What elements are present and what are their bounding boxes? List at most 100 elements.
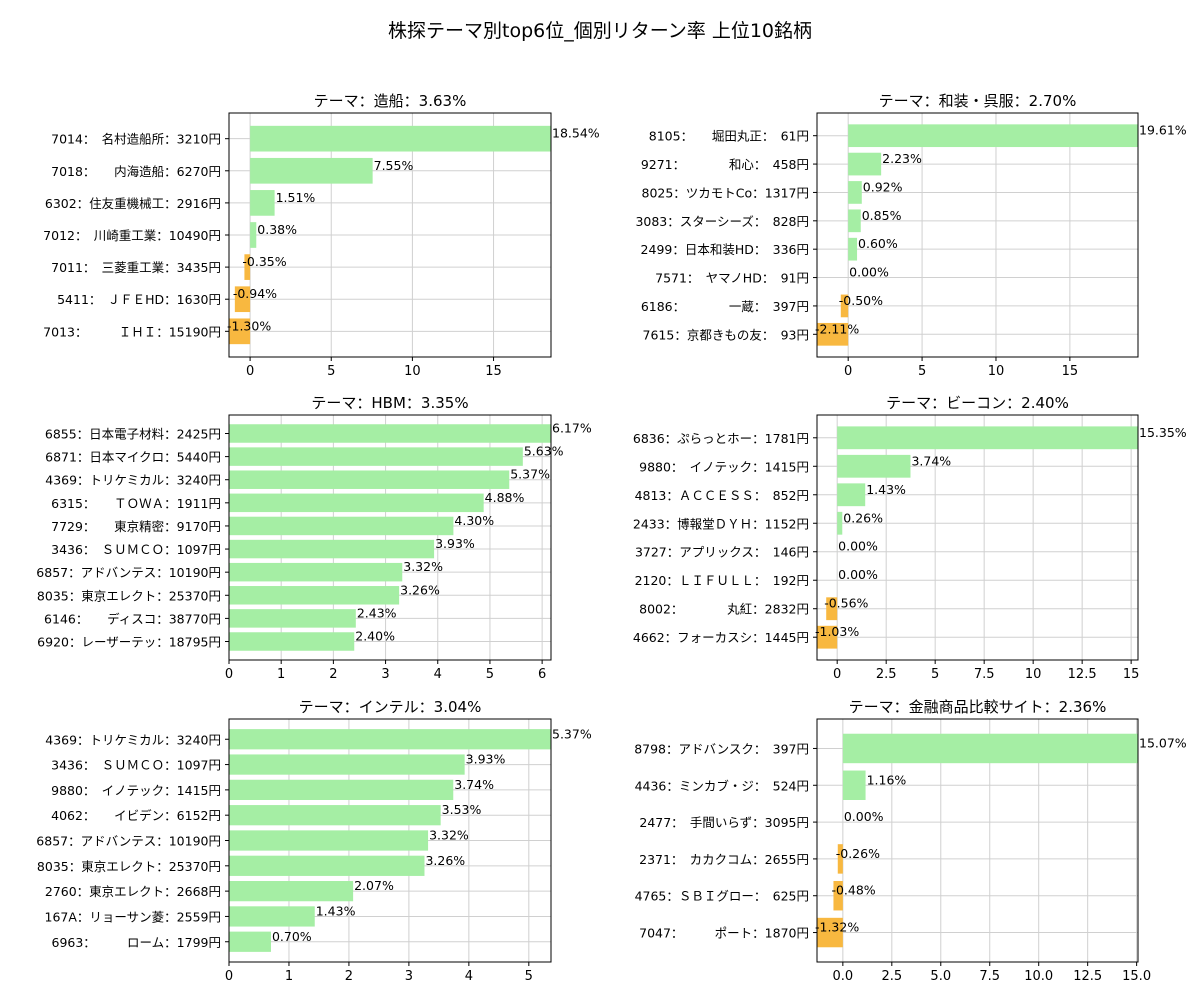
- bar: [229, 830, 429, 851]
- value-label: 4.30%: [454, 513, 494, 528]
- category-label: 8798：アドバンスク： 397円: [634, 741, 809, 756]
- bar: [848, 181, 862, 204]
- category-label: 2477： 手間いらず：3095円: [639, 815, 809, 830]
- bar: [837, 844, 843, 874]
- x-tick-label: 3: [405, 969, 413, 984]
- value-label: 3.74%: [911, 453, 951, 468]
- value-label: 0.00%: [838, 539, 878, 554]
- bar: [229, 424, 551, 443]
- chart-panel-2: テーマ：和装・呉服：2.70% 0 5 10 15 19.61% 8105： 堀田丸正： 6…: [635, 92, 1186, 379]
- value-label: 18.54%: [552, 126, 600, 141]
- x-tick-label: 10.0: [1024, 969, 1053, 984]
- category-label: 3436： ＳＵＭＣＯ：1097円: [51, 758, 221, 773]
- bar: [837, 454, 911, 478]
- chart-title: テーマ：ビーコン：2.40%: [886, 394, 1069, 412]
- category-label: 6315： ＴＯＷＡ：1911円: [51, 496, 221, 511]
- category-label: 7011： 三菱重工業：3435円: [51, 260, 221, 275]
- value-label: 0.00%: [844, 809, 884, 824]
- value-label: 3.32%: [403, 559, 443, 574]
- category-label: 7014： 名村造船所：3210円: [51, 132, 221, 147]
- value-label: 3.93%: [466, 752, 506, 767]
- value-label: 5.37%: [510, 467, 550, 482]
- x-tick-label: 0.0: [833, 969, 854, 984]
- category-label: 6186： 一蔵： 397円: [641, 299, 809, 314]
- value-label: 2.07%: [354, 878, 394, 893]
- x-tick-label: 15: [1123, 667, 1140, 682]
- chart-title: テーマ：造船：3.63%: [314, 92, 467, 110]
- value-label: 3.32%: [429, 828, 469, 843]
- category-label: 6857：アドバンテス：10190円: [36, 834, 221, 849]
- value-label: 0.70%: [272, 929, 312, 944]
- value-label: -1.32%: [815, 920, 859, 935]
- bar: [229, 609, 356, 628]
- category-label: 6871：日本マイクロ：5440円: [45, 450, 221, 465]
- bar: [848, 124, 1138, 148]
- plot-frame: [228, 414, 552, 661]
- chart-panel-1: テーマ：造船：3.63% 0 5 10 15 18.54% 7014： 名村造船所：3210…: [43, 92, 600, 379]
- category-label: 6855：日本電子材料：2425円: [45, 426, 221, 441]
- value-label: 3.93%: [435, 536, 475, 551]
- x-tick-label: 5: [486, 667, 494, 682]
- value-label: -0.48%: [831, 883, 875, 898]
- value-label: 0.85%: [862, 208, 902, 223]
- bar: [234, 286, 251, 313]
- value-label: 3.53%: [442, 802, 482, 817]
- bar: [229, 855, 425, 876]
- category-label: 4662：フォーカスシ：1445円: [633, 630, 809, 645]
- bar: [229, 516, 454, 536]
- category-label: 9880： イノテック：1415円: [51, 783, 221, 798]
- category-label: 4369：トリケミカル：3240円: [45, 732, 221, 747]
- category-label: 2371： カカクコム：2655円: [639, 852, 809, 867]
- x-tick-label: 7.5: [979, 969, 1000, 984]
- x-tick-label: 10: [988, 364, 1005, 379]
- value-label: 0.38%: [257, 222, 297, 237]
- bar: [842, 733, 1138, 764]
- value-label: 15.35%: [1139, 425, 1187, 440]
- category-label: 8002： 丸紅：2832円: [639, 602, 809, 617]
- bar: [837, 511, 843, 535]
- category-label: 7013： ＩＨＩ：15190円: [43, 324, 221, 339]
- bar: [840, 294, 849, 318]
- x-tick-label: 3: [381, 667, 389, 682]
- value-label: 4.88%: [485, 490, 525, 505]
- value-label: -1.30%: [227, 318, 271, 333]
- chart-title: テーマ：HBM：3.35%: [311, 394, 468, 412]
- value-label: 3.74%: [454, 777, 494, 792]
- bar: [229, 881, 354, 902]
- bar: [229, 906, 315, 927]
- category-label: 3436： ＳＵＭＣＯ：1097円: [51, 542, 221, 557]
- category-label: 7018： 内海造船：6270円: [51, 164, 221, 179]
- category-label: 2499：日本和装HD： 336円: [641, 242, 809, 257]
- value-label: -0.26%: [836, 846, 880, 861]
- bar: [244, 254, 251, 280]
- bar: [229, 493, 484, 513]
- value-label: 6.17%: [552, 420, 592, 435]
- category-label: 6963： ローム：1799円: [52, 935, 222, 950]
- x-tick-label: 5.0: [930, 969, 951, 984]
- x-tick-label: 0: [225, 667, 233, 682]
- x-tick-label: 0: [225, 969, 233, 984]
- bar: [817, 917, 843, 948]
- plot-frame: [816, 414, 1139, 661]
- value-label: -1.03%: [815, 624, 859, 639]
- x-tick-label: 4: [434, 667, 442, 682]
- value-label: -0.50%: [839, 293, 883, 308]
- x-tick-label: 6: [538, 667, 546, 682]
- bar: [229, 470, 510, 489]
- value-label: 0.00%: [838, 567, 878, 582]
- figure-title: 株探テーマ別top6位_個別リターン率 上位10銘柄: [388, 20, 812, 42]
- value-label: 7.55%: [374, 158, 414, 173]
- x-tick-label: 7.5: [974, 667, 995, 682]
- value-label: 0.92%: [863, 179, 903, 194]
- category-label: 6920：レーザーテッ：18795円: [37, 635, 221, 650]
- category-label: 2120：ＬＩＦＵＬＬ： 192円: [635, 573, 809, 588]
- bar: [250, 190, 275, 216]
- value-label: 5.37%: [552, 726, 592, 741]
- bar: [842, 770, 866, 800]
- bar: [250, 157, 373, 184]
- category-label: 4062： イビデン：6152円: [51, 808, 221, 823]
- x-tick-label: 10: [404, 364, 421, 379]
- chart-panel-6: テーマ：金融商品比較サイト：2.36% 0.0 2.5 5.0 7.5 10.0 12.5 1…: [634, 698, 1187, 984]
- value-label: -0.56%: [824, 596, 868, 611]
